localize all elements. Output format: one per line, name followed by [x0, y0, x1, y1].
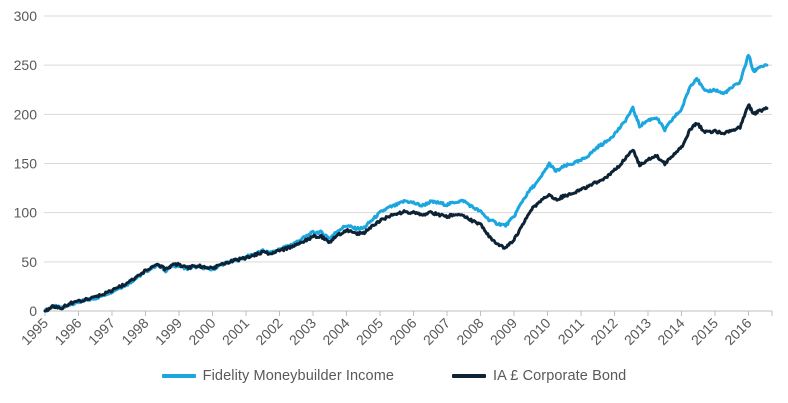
x-tick-label: 2002 [252, 315, 285, 348]
x-tick-label: 1997 [85, 315, 118, 348]
x-tick-label: 2010 [520, 315, 553, 348]
y-tick-label: 300 [14, 8, 38, 24]
x-tick-label: 2003 [286, 315, 319, 348]
corporate-bond-line-swatch-icon [452, 374, 487, 378]
legend-label: IA £ Corporate Bond [493, 368, 627, 384]
x-tick-label: 2007 [420, 315, 453, 348]
x-tick-label: 2008 [453, 315, 486, 348]
x-tick-label: 2006 [386, 315, 419, 348]
x-tick-label: 2004 [319, 315, 352, 348]
x-tick-label: 2015 [688, 315, 721, 348]
x-tick-label: 2016 [721, 315, 754, 348]
legend-item-ia-corporate-bond: IA £ Corporate Bond [452, 368, 626, 384]
x-tick-label: 1995 [18, 315, 51, 348]
x-tick-label: 2011 [555, 315, 588, 348]
x-tick-label: 1998 [118, 315, 151, 348]
x-tick-label: 2001 [219, 315, 252, 348]
chart-legend: Fidelity Moneybuilder Income IA £ Corpor… [0, 368, 788, 384]
x-tick-label: 2012 [587, 315, 620, 348]
x-tick-label: 2013 [621, 315, 654, 348]
x-tick-label: 2005 [353, 315, 386, 348]
x-tick-label: 1999 [152, 315, 185, 348]
y-tick-label: 250 [14, 57, 38, 73]
y-tick-label: 150 [14, 156, 38, 172]
x-tick-label: 2014 [654, 315, 687, 348]
legend-item-fidelity-moneybuilder-income: Fidelity Moneybuilder Income [161, 368, 395, 384]
x-tick-label: 1996 [51, 315, 84, 348]
series-line-ia-corporate-bond [43, 103, 769, 313]
y-tick-label: 50 [21, 254, 37, 270]
fidelity-line-swatch-icon [161, 374, 196, 378]
y-tick-label: 0 [29, 303, 37, 319]
x-tick-label: 2009 [487, 315, 520, 348]
legend-label: Fidelity Moneybuilder Income [202, 368, 395, 384]
x-tick-label: 2000 [185, 315, 218, 348]
y-tick-label: 200 [14, 106, 38, 122]
y-tick-label: 100 [14, 205, 38, 221]
series-line-fidelity-moneybuilder-income [43, 53, 769, 313]
